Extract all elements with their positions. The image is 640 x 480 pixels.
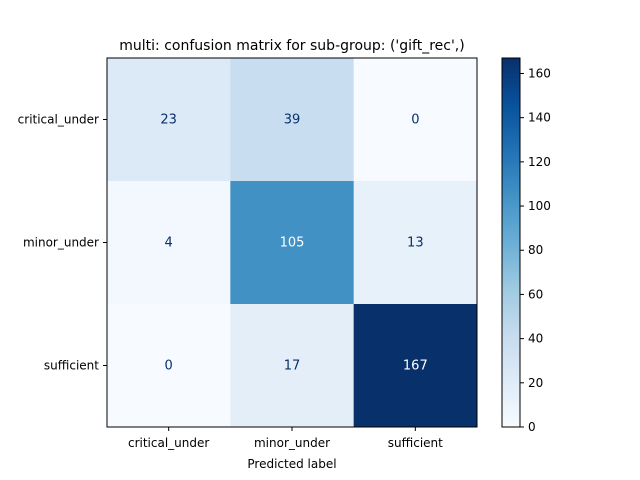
cell-value-label: 4: [165, 236, 173, 251]
colorbar-tick-label: 20: [528, 376, 543, 390]
cell-value-label: 17: [284, 359, 301, 374]
matrix-cell: [353, 304, 478, 428]
matrix-cell-labels: 23 39 0 4 105 13 0 17 167: [160, 113, 427, 374]
colorbar: [502, 58, 520, 427]
y-tick-label: minor_under: [23, 236, 99, 250]
y-tick-label: sufficient: [44, 359, 99, 373]
x-tick-label: sufficient: [388, 436, 443, 450]
colorbar-tick-label: 160: [528, 66, 551, 80]
cell-value-label: 23: [160, 113, 177, 128]
x-tick-label: critical_under: [128, 436, 209, 450]
colorbar-tick-label: 140: [528, 111, 551, 125]
x-axis-label: Predicted label: [247, 457, 336, 471]
y-tick-label: critical_under: [18, 113, 99, 127]
colorbar-tick-label: 40: [528, 332, 543, 346]
chart-title: multi: confusion matrix for sub-group: (…: [119, 38, 464, 54]
colorbar-tick-label: 100: [528, 199, 551, 213]
colorbar-tick-label: 60: [528, 287, 543, 301]
colorbar-tick-label: 80: [528, 243, 543, 257]
x-tick-label: minor_under: [254, 436, 330, 450]
matrix-cell: [353, 58, 478, 182]
matrix-cell: [107, 181, 231, 305]
matrix-cell: [230, 58, 355, 182]
cell-value-label: 105: [280, 236, 305, 251]
matrix-cell: [230, 181, 355, 305]
cell-value-label: 167: [403, 359, 428, 374]
colorbar-tick-label: 0: [528, 420, 536, 434]
matrix-cell: [230, 304, 355, 428]
matrix-cell: [353, 181, 478, 305]
colorbar-frame: [501, 57, 521, 428]
colorbar-tick-label: 120: [528, 155, 551, 169]
cell-value-label: 0: [165, 359, 173, 374]
cell-value-label: 13: [407, 236, 424, 251]
cell-value-label: 0: [411, 113, 419, 128]
cell-value-label: 39: [284, 113, 301, 128]
colorbar-ticks: 0 20 40 60 80 100 120 140 160: [520, 66, 551, 434]
matrix-cells: [107, 58, 478, 428]
x-axis-ticks: critical_under minor_under sufficient: [128, 427, 443, 450]
y-axis-ticks: critical_under minor_under sufficient: [18, 113, 107, 373]
matrix-cell: [107, 304, 231, 428]
matrix-cell: [107, 58, 231, 182]
